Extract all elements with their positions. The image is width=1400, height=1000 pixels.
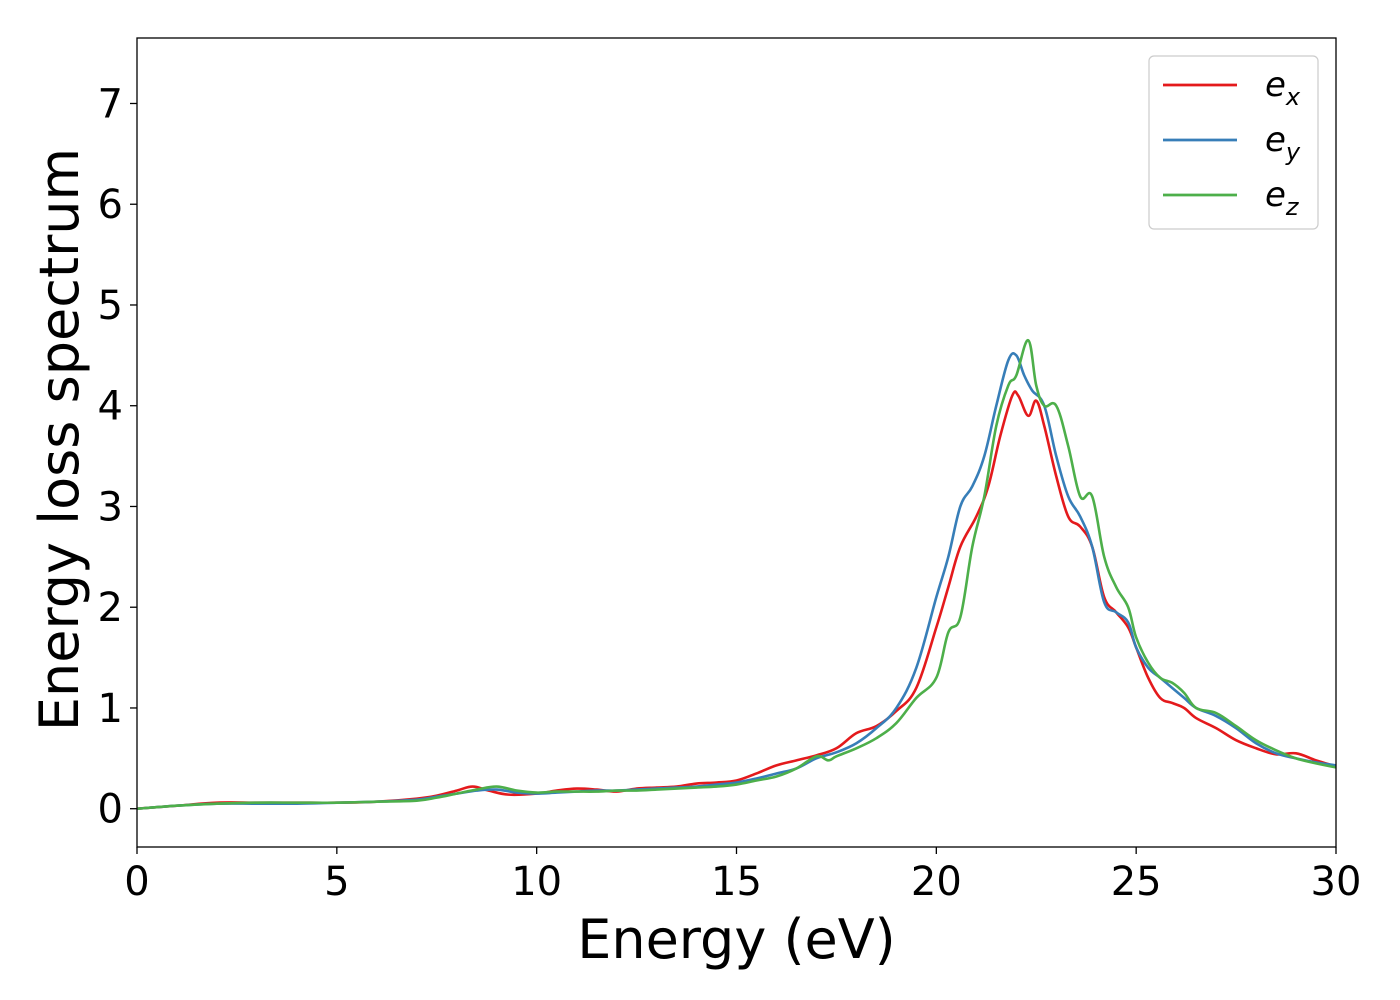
y-tick-label: 0 [98,787,123,833]
y-tick-label: 3 [98,484,123,530]
series-line-z [137,338,1336,811]
y-tick-label: 2 [98,585,123,631]
series-line-x [137,390,1336,811]
legend-box [1148,55,1319,230]
x-tick-label: 30 [1311,859,1362,905]
legend-label-subscript: z [1285,193,1300,221]
y-tick-label: 1 [98,686,123,732]
y-tick-label: 5 [98,283,123,329]
x-tick-label: 0 [124,859,149,905]
legend-label-subscript: y [1285,138,1301,166]
y-axis-ticks: 0 1 2 3 4 5 6 7 [98,81,137,833]
x-tick-label: 5 [324,859,349,905]
legend-label-subscript: x [1285,83,1301,111]
x-tick-label: 10 [511,859,562,905]
y-tick-label: 4 [98,384,123,430]
x-tick-label: 20 [911,859,962,905]
x-axis-ticks: 0 5 10 15 20 25 30 [124,847,1361,905]
y-axis-title: Energy loss spectrum [28,148,91,731]
y-tick-label: 6 [98,182,123,228]
legend-item-x: ex [1163,65,1301,111]
x-tick-label: 25 [1111,859,1162,905]
series-lines [137,338,1336,811]
x-tick-label: 15 [711,859,762,905]
series-line-y [137,352,1336,811]
y-tick-label: 7 [98,81,123,127]
x-axis-title: Energy (eV) [577,908,896,971]
